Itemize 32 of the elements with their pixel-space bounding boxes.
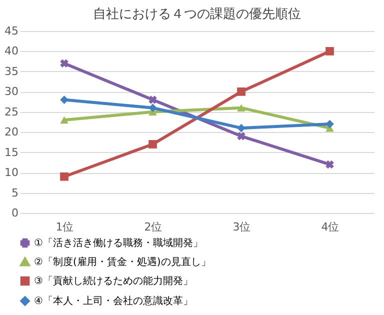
point: [60, 59, 68, 68]
x-tick-label: 3位: [232, 220, 251, 234]
point: [326, 120, 334, 128]
point: [60, 96, 68, 104]
chart-title: 自社における４つの課題の優先順位: [93, 7, 301, 22]
point: [326, 160, 334, 169]
x-tick-label: 4位: [321, 220, 340, 234]
point: [237, 132, 246, 140]
point: [148, 96, 157, 104]
y-tick-label: 25: [4, 105, 18, 118]
y-tick-label: 15: [4, 146, 18, 159]
x-tick-label: 2位: [144, 220, 162, 234]
point: [60, 172, 68, 181]
y-tick-label: 10: [4, 166, 18, 180]
point: [326, 47, 334, 56]
y-tick-label: 20: [4, 126, 18, 139]
y-tick-label: 35: [4, 64, 18, 78]
x-tick-label: 1位: [56, 220, 74, 234]
legend-label: ③「貢献し続けるための能力開発」: [34, 275, 193, 287]
legend-label: ①「活き活き働ける職務・職域開発」: [34, 237, 203, 249]
point: [148, 104, 157, 112]
point: [237, 87, 246, 96]
y-tick-label: 45: [4, 24, 18, 38]
point: [60, 116, 68, 124]
point: [237, 104, 246, 112]
y-tick-label: 40: [4, 44, 18, 58]
y-tick-label: 30: [4, 85, 18, 98]
point: [148, 140, 157, 148]
y-tick-label: 5: [12, 186, 18, 200]
legend-label: ②「制度(雇用・賃金・処遇)の見直し」: [34, 256, 211, 268]
y-tick-label: 0: [12, 206, 18, 220]
legend-label: ④「本人・上司・会社の意識改革」: [34, 295, 193, 307]
